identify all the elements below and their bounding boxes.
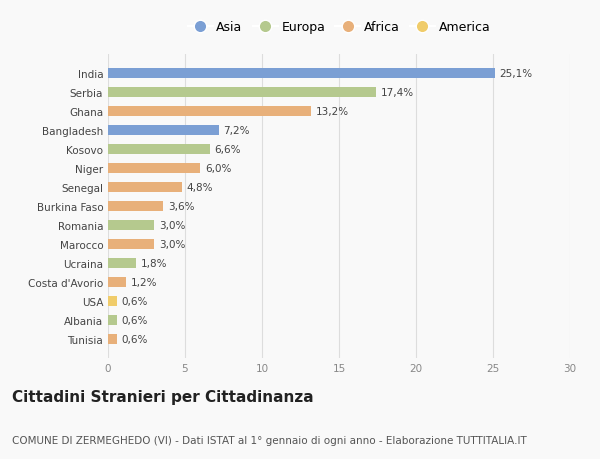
Bar — [108, 334, 117, 344]
Bar — [108, 126, 219, 136]
Text: Cittadini Stranieri per Cittadinanza: Cittadini Stranieri per Cittadinanza — [12, 389, 314, 404]
Bar — [108, 258, 136, 269]
Text: 0,6%: 0,6% — [122, 315, 148, 325]
Bar — [108, 239, 154, 250]
Text: 0,6%: 0,6% — [122, 334, 148, 344]
Bar — [108, 220, 154, 231]
Bar — [108, 106, 311, 117]
Text: 4,8%: 4,8% — [187, 183, 213, 193]
Bar — [108, 69, 494, 79]
Bar — [108, 315, 117, 325]
Text: 13,2%: 13,2% — [316, 107, 349, 117]
Bar — [108, 88, 376, 98]
Text: 17,4%: 17,4% — [380, 88, 414, 98]
Text: 3,0%: 3,0% — [159, 240, 185, 249]
Text: 0,6%: 0,6% — [122, 296, 148, 306]
Text: 3,0%: 3,0% — [159, 220, 185, 230]
Text: 25,1%: 25,1% — [499, 69, 532, 79]
Text: 3,6%: 3,6% — [168, 202, 194, 212]
Text: 1,2%: 1,2% — [131, 277, 158, 287]
Text: 1,8%: 1,8% — [140, 258, 167, 269]
Bar — [108, 182, 182, 193]
Text: 7,2%: 7,2% — [223, 126, 250, 136]
Bar — [108, 163, 200, 174]
Bar — [108, 202, 163, 212]
Text: COMUNE DI ZERMEGHEDO (VI) - Dati ISTAT al 1° gennaio di ogni anno - Elaborazione: COMUNE DI ZERMEGHEDO (VI) - Dati ISTAT a… — [12, 435, 527, 445]
Bar — [108, 145, 209, 155]
Bar — [108, 296, 117, 307]
Legend: Asia, Europa, Africa, America: Asia, Europa, Africa, America — [182, 16, 496, 39]
Text: 6,6%: 6,6% — [214, 145, 241, 155]
Bar — [108, 277, 127, 287]
Text: 6,0%: 6,0% — [205, 164, 232, 174]
